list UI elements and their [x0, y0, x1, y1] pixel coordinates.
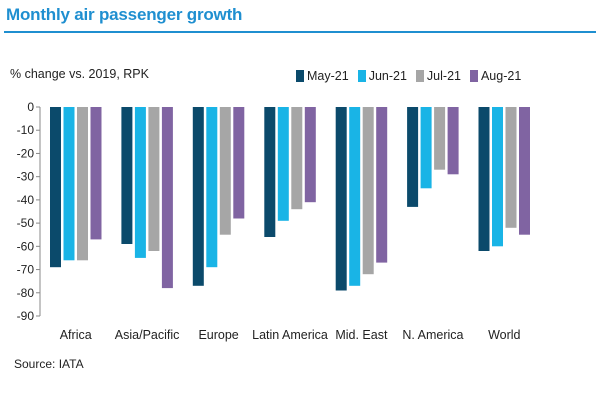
legend-label: May-21: [307, 69, 349, 83]
y-tick-label: -90: [17, 309, 35, 323]
bar: [505, 107, 517, 228]
bar: [219, 107, 231, 235]
bar: [206, 107, 218, 268]
bar: [434, 107, 446, 170]
y-tick-label: -60: [17, 239, 35, 253]
chart-legend: May-21 Jun-21 Jul-21 Aug-21: [296, 69, 530, 83]
bar: [161, 107, 173, 289]
y-axis-label: % change vs. 2019, RPK: [10, 67, 149, 81]
bar: [420, 107, 432, 189]
y-tick-label: -50: [17, 216, 35, 230]
legend-item: Aug-21: [469, 69, 522, 83]
bar: [376, 107, 388, 263]
source-note: Source: IATA: [14, 357, 84, 371]
x-tick-label: Africa: [60, 328, 92, 342]
bar: [349, 107, 361, 286]
bar: [478, 107, 490, 251]
legend-swatch: [415, 70, 424, 82]
bar: [362, 107, 374, 275]
legend-item: Jul-21: [415, 69, 461, 83]
bar: [519, 107, 530, 235]
x-tick-label: N. America: [402, 328, 463, 342]
y-tick-label: -70: [17, 263, 35, 277]
bar: [77, 107, 88, 261]
bar: [148, 107, 160, 251]
y-tick-label: -80: [17, 286, 35, 300]
legend-label: Jun-21: [368, 69, 407, 83]
y-tick-label: -10: [17, 123, 35, 137]
legend-swatch: [469, 70, 478, 82]
bar: [50, 107, 61, 268]
title-underline: [4, 31, 596, 33]
bar: [335, 107, 347, 291]
y-tick-label: 0: [27, 100, 34, 114]
y-tick-label: -40: [17, 193, 35, 207]
bar: [277, 107, 289, 221]
bar: [407, 107, 419, 207]
bar: [291, 107, 303, 210]
legend-label: Jul-21: [426, 69, 461, 83]
legend-label: Aug-21: [480, 69, 522, 83]
x-tick-label: Mid. East: [335, 328, 388, 342]
bar: [90, 107, 102, 240]
legend-swatch: [296, 70, 304, 82]
bar: [134, 107, 146, 258]
legend-item: May-21: [296, 69, 349, 83]
bar: [492, 107, 503, 247]
x-tick-label: Latin America: [252, 328, 328, 342]
bar: [304, 107, 316, 203]
y-tick-label: -30: [17, 170, 35, 184]
y-tick-label: -20: [17, 146, 35, 160]
bar: [447, 107, 459, 175]
bar: [192, 107, 204, 286]
legend-swatch: [357, 70, 366, 82]
bar: [264, 107, 276, 237]
bar: [233, 107, 245, 219]
x-tick-label: Asia/Pacific: [115, 328, 180, 342]
chart-title: Monthly air passenger growth: [6, 5, 243, 24]
bar: [63, 107, 75, 261]
x-tick-label: World: [488, 328, 520, 342]
x-tick-label: Europe: [198, 328, 238, 342]
legend-item: Jun-21: [357, 69, 407, 83]
bar: [121, 107, 133, 244]
